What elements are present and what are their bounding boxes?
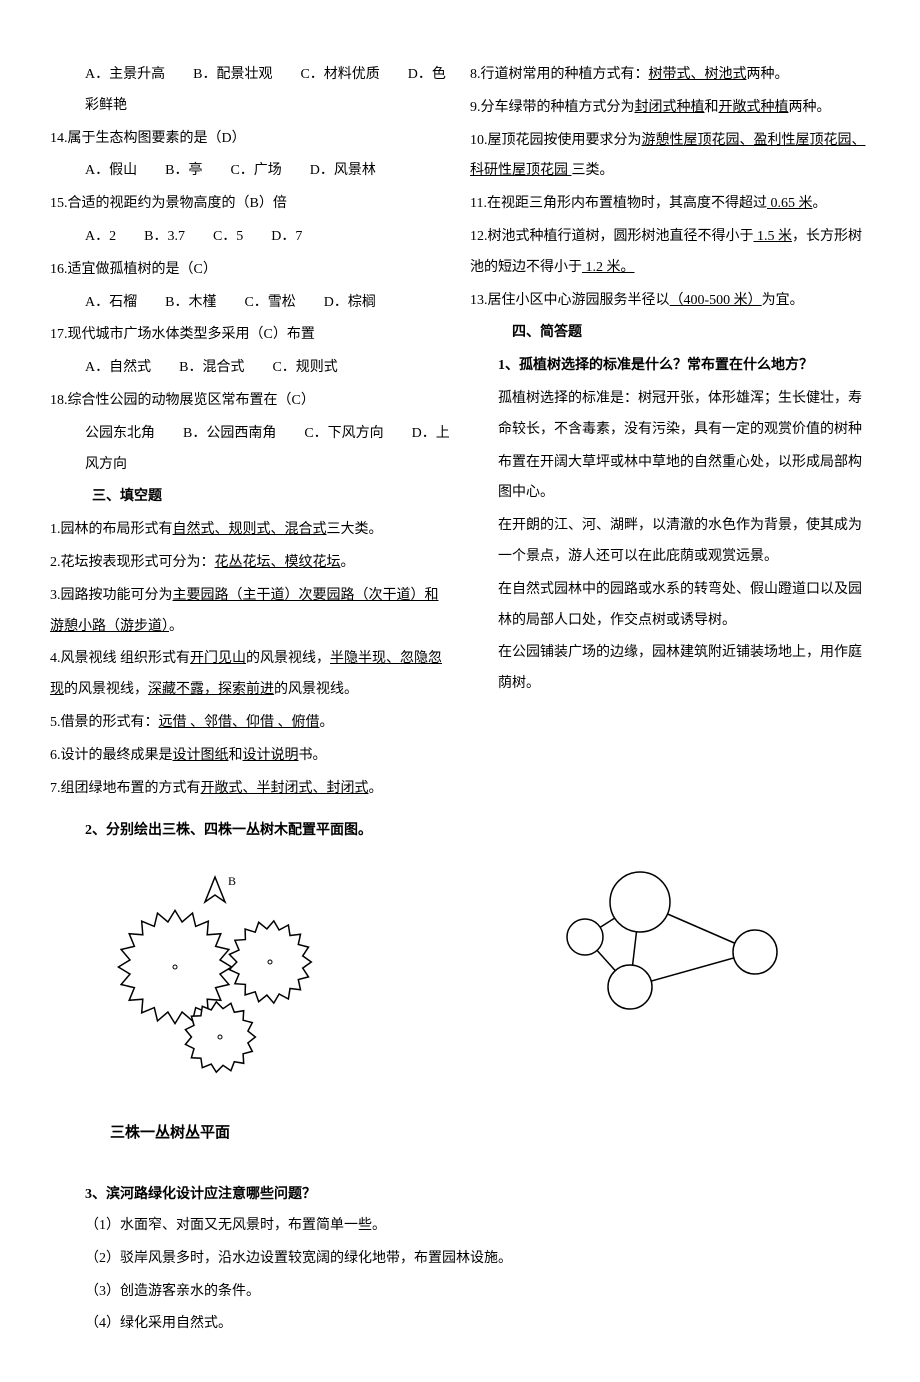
section-4-title: 四、简答题 (470, 318, 870, 349)
fill-9: 9.分车绿带的种植方式分为封闭式种植和开敞式种植两种。 (470, 93, 870, 124)
q3-3: （3）创造游客亲水的条件。 (50, 1277, 870, 1308)
section-3-title: 三、填空题 (50, 482, 450, 513)
fill-5: 5.借景的形式有：远借 、邻借、仰借 、俯借。 (50, 708, 450, 739)
text: 的风景视线， (64, 682, 148, 697)
text: 2.花坛按表现形式可分为： (50, 555, 215, 570)
fill-1: 1.园林的布局形式有自然式、规则式、混合式三大类。 (50, 515, 450, 546)
text: 。 (369, 781, 383, 796)
underline: 开敞式、半封闭式、封闭式 (201, 781, 369, 796)
text: 12.树池式种植行道树，圆形树池直径不得小于 (470, 229, 754, 244)
underline: 封闭式种植 (635, 100, 705, 115)
text: 两种。 (789, 100, 831, 115)
text: 7.组团绿地布置的方式有 (50, 781, 201, 796)
fill-10: 10.屋顶花园按使用要求分为游憩性屋顶花园、盈利性屋顶花园、科研性屋顶花园 三类… (470, 126, 870, 188)
text: 的风景视线。 (274, 682, 358, 697)
underline: 开敞式种植 (719, 100, 789, 115)
text: 1.园林的布局形式有 (50, 522, 173, 537)
underline: 树带式、树池式 (649, 67, 747, 82)
two-column-layout: A．主景升高 B．配景壮观 C．材料优质 D．色彩鲜艳 14.属于生态构图要素的… (50, 60, 870, 806)
q1-p3: 在开朗的江、河、湖畔，以清澈的水色作为背景，使其成为一个景点，游人还可以在此庇荫… (470, 511, 870, 573)
underline: 远借 、邻借、仰借 、俯借 (159, 715, 320, 730)
underline: 1.5 米 (754, 229, 793, 244)
underline: 主要园路（主干道）次要园路（次干道）和 (173, 588, 439, 603)
text: 9.分车绿带的种植方式分为 (470, 100, 635, 115)
text: 书。 (299, 748, 327, 763)
fill-11: 11.在视距三角形内布置植物时，其高度不得超过 0.65 米。 (470, 189, 870, 220)
four-tree-svg (510, 867, 790, 1047)
q1-p5: 在公园铺装广场的边缘，园林建筑附近铺装场地上，用作庭荫树。 (470, 638, 870, 700)
fill-12: 12.树池式种植行道树，圆形树池直径不得小于 1.5 米，长方形树池的短边不得小… (470, 222, 870, 284)
three-tree-caption: 三株一丛树丛平面 (110, 1117, 470, 1150)
text: 13.居住小区中心游园服务半径以 (470, 293, 670, 308)
underline: （400-500 米） (670, 293, 762, 308)
q16-options: A．石榴 B．木槿 C．雪松 D．棕榈 (50, 288, 450, 319)
text: 11.在视距三角形内布置植物时，其高度不得超过 (470, 196, 767, 211)
q16: 16.适宜做孤植树的是（C） (50, 255, 450, 286)
text: 。 (320, 715, 334, 730)
underline: 设计图纸 (173, 748, 229, 763)
text: 。 (169, 619, 183, 634)
text: 。 (341, 555, 355, 570)
three-tree-diagram: B 三株一丛树丛平面 (110, 867, 470, 1150)
left-column: A．主景升高 B．配景壮观 C．材料优质 D．色彩鲜艳 14.属于生态构图要素的… (50, 60, 450, 806)
fill-4: 4.风景视线 组织形式有开门见山的风景视线，半隐半现、忽隐忽现的风景视线，深藏不… (50, 644, 450, 706)
underline: 开门见山 (190, 651, 246, 666)
text: 和 (229, 748, 243, 763)
q2-title: 2、分别绘出三株、四株一丛树木配置平面图。 (50, 816, 870, 847)
q15: 15.合适的视距约为景物高度的（B）倍 (50, 189, 450, 220)
q1-title: 1、孤植树选择的标准是什么？常布置在什么地方？ (470, 351, 870, 382)
text: 10.屋顶花园按使用要求分为 (470, 133, 642, 148)
underline: 自然式、规则式、混合式 (173, 522, 327, 537)
text: 的风景视线， (246, 651, 330, 666)
underline: 设计说明 (243, 748, 299, 763)
text: 4.风景视线 组织形式有 (50, 651, 190, 666)
q3-2: （2）驳岸风景多时，沿水边设置较宽阔的绿化地带，布置园林设施。 (50, 1244, 870, 1275)
fill-7: 7.组团绿地布置的方式有开敞式、半封闭式、封闭式。 (50, 774, 450, 805)
text: 。 (812, 196, 826, 211)
q14: 14.属于生态构图要素的是（D） (50, 124, 450, 155)
fill-6: 6.设计的最终成果是设计图纸和设计说明书。 (50, 741, 450, 772)
fill-3: 3.园路按功能可分为主要园路（主干道）次要园路（次干道）和游憩小路（游步道）。 (50, 581, 450, 643)
text: 3.园路按功能可分为 (50, 588, 173, 603)
q18-options: 公园东北角 B．公园西南角 C．下风方向 D．上风方向 (50, 419, 450, 481)
four-tree-diagram (510, 867, 870, 1047)
q1-p2: 布置在开阔大草坪或林中草地的自然重心处，以形成局部构图中心。 (470, 448, 870, 510)
text: 和 (705, 100, 719, 115)
q3-4: （4）绿化采用自然式。 (50, 1309, 870, 1340)
fill-2: 2.花坛按表现形式可分为：花丛花坛、模纹花坛。 (50, 548, 450, 579)
text: 三大类。 (327, 522, 383, 537)
q1-p4: 在自然式园林中的园路或水系的转弯处、假山蹬道口以及园林的局部人口处，作交点树或诱… (470, 575, 870, 637)
q13-options: A．主景升高 B．配景壮观 C．材料优质 D．色彩鲜艳 (50, 60, 450, 122)
underline: 0.65 米 (767, 196, 813, 211)
text: 两种。 (747, 67, 789, 82)
underline: 游憩小路（游步道） (50, 619, 169, 634)
q1-p1: 孤植树选择的标准是：树冠开张，体形雄浑；生长健壮，寿命较长，不含毒素，没有污染，… (470, 384, 870, 446)
text: 为宜。 (762, 293, 804, 308)
three-tree-svg: B (110, 867, 330, 1107)
q14-options: A．假山 B．亭 C．广场 D．风景林 (50, 156, 450, 187)
q3-1: （1）水面窄、对面又无风景时，布置简单一些。 (50, 1211, 870, 1242)
text: 8.行道树常用的种植方式有： (470, 67, 649, 82)
q3-title: 3、滨河路绿化设计应注意哪些问题？ (50, 1180, 870, 1211)
right-column: 8.行道树常用的种植方式有：树带式、树池式两种。 9.分车绿带的种植方式分为封闭… (470, 60, 870, 806)
text: 5.借景的形式有： (50, 715, 159, 730)
q18: 18.综合性公园的动物展览区常布置在（C） (50, 386, 450, 417)
q17: 17.现代城市广场水体类型多采用（C）布置 (50, 320, 450, 351)
underline: 花丛花坛、模纹花坛 (215, 555, 341, 570)
text: 三类。 (572, 163, 614, 178)
q15-options: A．2 B．3.7 C．5 D．7 (50, 222, 450, 253)
fill-13: 13.居住小区中心游园服务半径以（400-500 米）为宜。 (470, 286, 870, 317)
diagram-row: B 三株一丛树丛平面 (110, 867, 870, 1150)
underline: 深藏不露，探索前进 (148, 682, 274, 697)
text: 6.设计的最终成果是 (50, 748, 173, 763)
svg-text:B: B (228, 874, 236, 888)
underline: 1.2 米。 (582, 260, 635, 275)
fill-8: 8.行道树常用的种植方式有：树带式、树池式两种。 (470, 60, 870, 91)
q17-options: A．自然式 B．混合式 C．规则式 (50, 353, 450, 384)
q3-block: 3、滨河路绿化设计应注意哪些问题？ （1）水面窄、对面又无风景时，布置简单一些。… (50, 1180, 870, 1340)
